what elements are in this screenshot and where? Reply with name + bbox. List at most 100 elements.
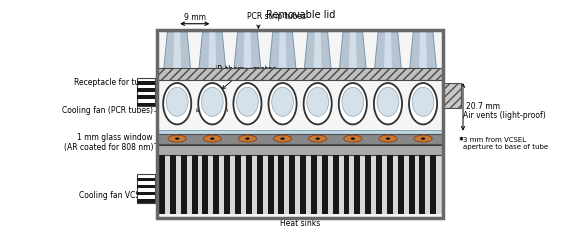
Bar — [213, 155, 219, 214]
Polygon shape — [208, 32, 216, 69]
Text: IR thermometer: IR thermometer — [215, 64, 276, 89]
Ellipse shape — [386, 138, 390, 140]
Ellipse shape — [342, 87, 364, 116]
Polygon shape — [278, 32, 286, 69]
Text: 20.7 mm: 20.7 mm — [466, 102, 500, 111]
Bar — [376, 155, 382, 214]
Ellipse shape — [198, 83, 226, 124]
Ellipse shape — [412, 87, 434, 116]
Ellipse shape — [377, 87, 399, 116]
Ellipse shape — [168, 135, 186, 142]
Text: ø 4.4 mm: ø 4.4 mm — [196, 107, 228, 113]
Ellipse shape — [237, 87, 258, 116]
Bar — [138, 199, 155, 203]
Bar — [181, 155, 187, 214]
Polygon shape — [164, 32, 191, 69]
Bar — [246, 155, 252, 214]
Text: PCR strip tubes: PCR strip tubes — [247, 12, 306, 21]
Bar — [419, 155, 426, 214]
Ellipse shape — [175, 138, 179, 140]
Bar — [157, 145, 443, 155]
Text: Cooling fan VCSELs: Cooling fan VCSELs — [79, 191, 153, 200]
Text: Air vents (light-proof): Air vents (light-proof) — [463, 111, 546, 120]
Polygon shape — [199, 32, 226, 69]
Ellipse shape — [272, 87, 293, 116]
Polygon shape — [269, 32, 296, 69]
Bar — [430, 155, 436, 214]
Ellipse shape — [281, 138, 285, 140]
Polygon shape — [305, 32, 331, 69]
Bar — [138, 78, 155, 106]
Ellipse shape — [201, 87, 223, 116]
Bar — [354, 155, 361, 214]
Polygon shape — [314, 32, 321, 69]
Polygon shape — [419, 32, 427, 69]
Ellipse shape — [303, 83, 332, 124]
Polygon shape — [173, 32, 181, 69]
Bar — [333, 155, 338, 214]
Ellipse shape — [409, 83, 437, 124]
Ellipse shape — [233, 83, 261, 124]
Bar — [289, 155, 295, 214]
Text: 1 mm glass window
(AR coated for 808 nm): 1 mm glass window (AR coated for 808 nm) — [63, 133, 153, 152]
Ellipse shape — [344, 135, 362, 142]
Bar — [409, 155, 415, 214]
Ellipse shape — [163, 83, 191, 124]
Polygon shape — [349, 32, 357, 69]
Bar — [138, 81, 155, 85]
Text: Receptacle for tubes: Receptacle for tubes — [74, 78, 153, 87]
Ellipse shape — [307, 87, 329, 116]
Bar — [203, 155, 208, 214]
Bar — [138, 95, 155, 99]
Ellipse shape — [351, 138, 355, 140]
Ellipse shape — [166, 87, 188, 116]
Bar — [138, 185, 155, 188]
Ellipse shape — [308, 135, 327, 142]
Text: 9 mm: 9 mm — [184, 13, 206, 22]
Ellipse shape — [203, 135, 221, 142]
Bar — [157, 134, 443, 144]
Ellipse shape — [316, 138, 320, 140]
Ellipse shape — [268, 83, 297, 124]
Bar — [365, 155, 371, 214]
Bar — [138, 103, 155, 106]
Bar — [300, 155, 306, 214]
Ellipse shape — [273, 135, 291, 142]
Bar — [443, 83, 461, 109]
Bar — [224, 155, 230, 214]
Bar — [387, 155, 393, 214]
Bar — [138, 178, 155, 181]
Ellipse shape — [245, 138, 250, 140]
Bar — [138, 89, 155, 92]
Polygon shape — [384, 32, 392, 69]
Polygon shape — [375, 32, 401, 69]
Bar — [192, 155, 198, 214]
Ellipse shape — [414, 135, 432, 142]
Bar — [138, 192, 155, 195]
Ellipse shape — [379, 135, 397, 142]
Polygon shape — [410, 32, 436, 69]
Bar — [278, 155, 284, 214]
Text: Heat sinks: Heat sinks — [280, 219, 320, 228]
Bar — [157, 69, 443, 80]
Bar — [157, 30, 443, 218]
Text: 3 mm from VCSEL
aperture to base of tube: 3 mm from VCSEL aperture to base of tube — [463, 137, 548, 150]
Ellipse shape — [374, 83, 402, 124]
Bar — [322, 155, 328, 214]
Ellipse shape — [210, 138, 215, 140]
Ellipse shape — [339, 83, 367, 124]
Polygon shape — [340, 32, 366, 69]
Bar — [158, 155, 442, 214]
Bar — [398, 155, 404, 214]
Bar — [159, 155, 165, 214]
Ellipse shape — [238, 135, 256, 142]
Text: Removable lid: Removable lid — [265, 10, 335, 20]
Bar — [157, 30, 443, 218]
Polygon shape — [234, 32, 261, 69]
Ellipse shape — [421, 138, 425, 140]
Bar — [311, 155, 317, 214]
Bar — [344, 155, 349, 214]
Bar — [157, 129, 443, 134]
Bar — [170, 155, 176, 214]
Polygon shape — [243, 32, 251, 69]
